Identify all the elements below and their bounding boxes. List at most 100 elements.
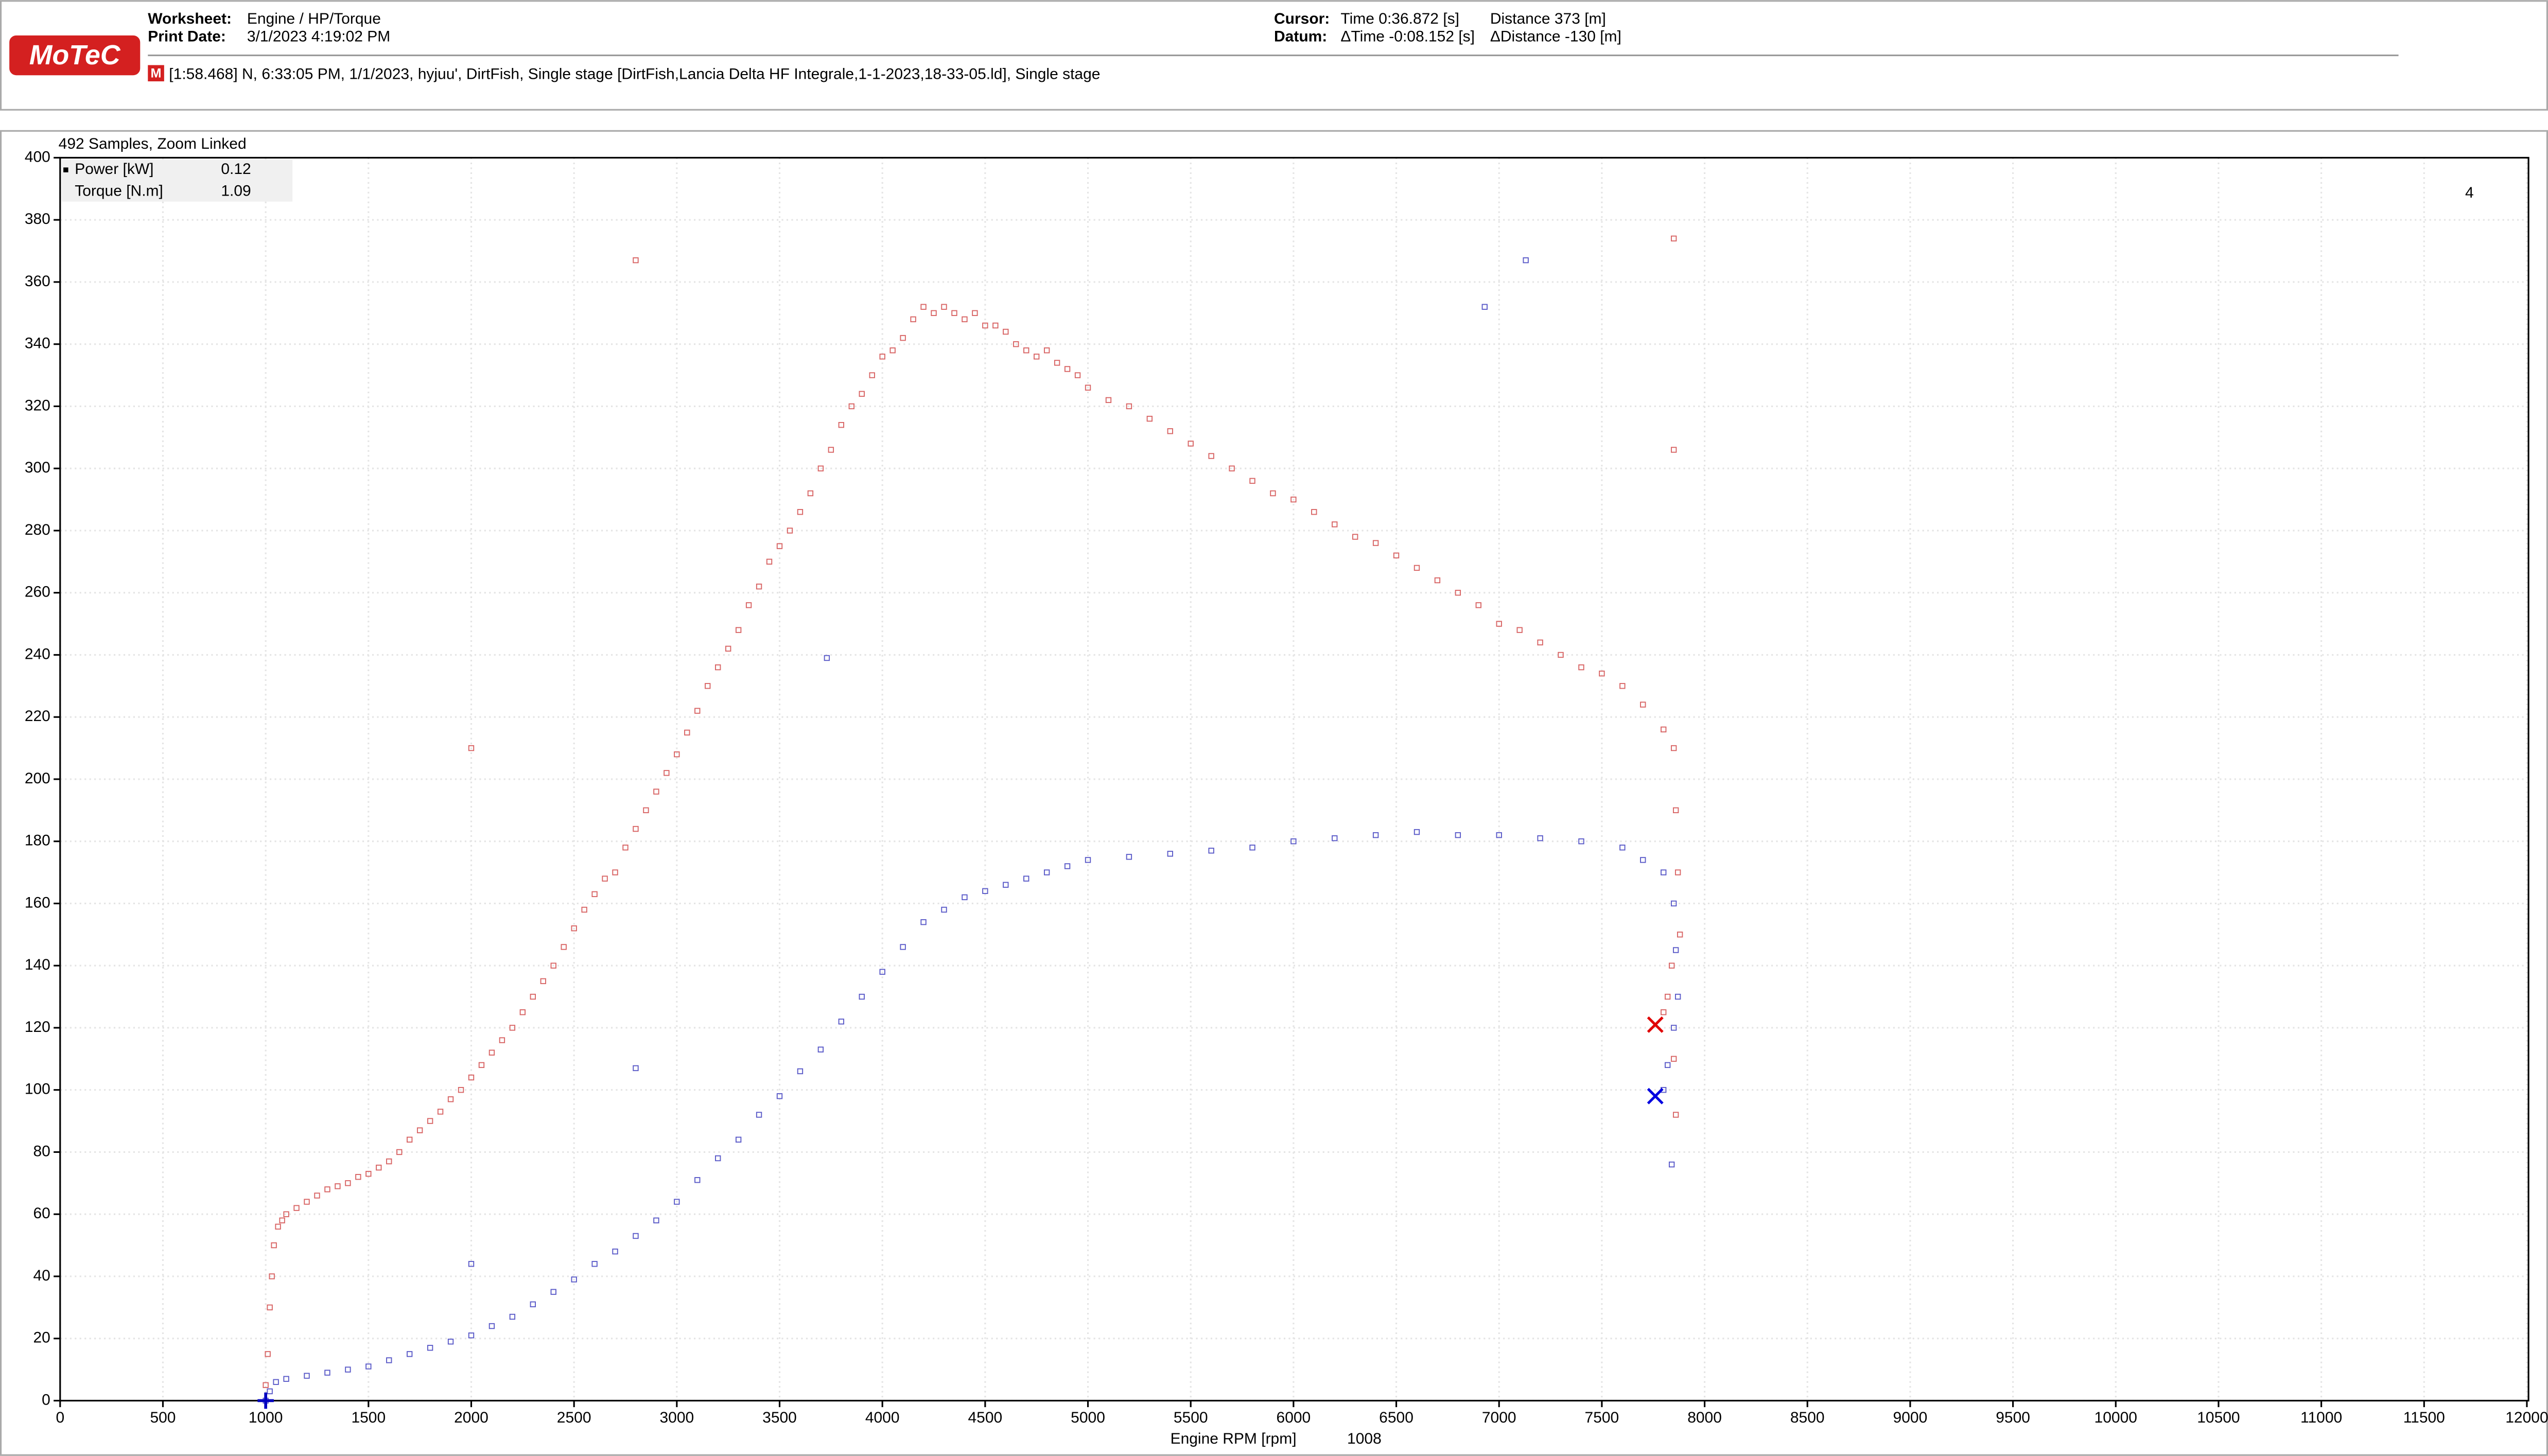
x-tick-label: 500 [150, 1409, 176, 1426]
x-tick-label: 12000 [2505, 1409, 2548, 1426]
scatter-point [1003, 882, 1009, 888]
scatter-point [766, 558, 773, 565]
scatter-point [314, 1192, 320, 1199]
print-date-label: Print Date: [148, 28, 226, 45]
scatter-point [416, 1127, 423, 1133]
scatter-point [643, 807, 649, 813]
scatter-point [1668, 962, 1675, 969]
scatter-point [530, 1301, 536, 1307]
x-tick-label: 7500 [1585, 1409, 1619, 1426]
run-icon-box [148, 65, 164, 82]
scatter-point [1455, 832, 1461, 838]
legend-value: 1.09 [221, 183, 251, 200]
scatter-point [1208, 848, 1214, 854]
scatter-point [1661, 869, 1667, 875]
scatter-point [1599, 670, 1605, 677]
x-tick-label: 9000 [1893, 1409, 1928, 1426]
scatter-point [1290, 838, 1297, 845]
scatter-point [1668, 1161, 1675, 1168]
scatter-point [1023, 347, 1029, 354]
scatter-point [612, 869, 618, 875]
legend-selector [63, 167, 68, 172]
scatter-point [1523, 257, 1529, 264]
scatter-point [756, 583, 762, 590]
scatter-point [478, 1062, 485, 1068]
scatter-point [1496, 621, 1502, 627]
y-tick-label: 340 [25, 335, 50, 352]
scatter-point [653, 1217, 659, 1223]
x-cursor-label: 1008 [1347, 1430, 1382, 1447]
scatter-point [797, 509, 804, 515]
y-tick-label: 360 [25, 273, 50, 290]
scatter-point [1167, 428, 1173, 434]
scatter-point [900, 335, 906, 341]
origin-marker [257, 1392, 274, 1409]
worksheet: Engine / HP/Torque [247, 10, 381, 27]
scatter-point [653, 788, 659, 795]
chart-panel [0, 130, 2548, 1456]
x-tick-label: 6500 [1379, 1409, 1413, 1426]
scatter-point [293, 1205, 300, 1211]
scatter-point [447, 1096, 454, 1102]
x-tick-label: 4000 [865, 1409, 900, 1426]
y-tick-label: 160 [25, 894, 50, 911]
x-tick-label: 2000 [454, 1409, 488, 1426]
scatter-point [787, 528, 793, 534]
scatter-point [304, 1373, 310, 1379]
cursor-time: Time 0:36.872 [s] [1340, 10, 1459, 27]
scatter-point [633, 1233, 639, 1239]
scatter-point [982, 322, 988, 329]
scatter-point [1640, 857, 1646, 863]
scatter-point [386, 1158, 392, 1165]
scatter-point [407, 1136, 413, 1143]
scatter-point [1672, 947, 1679, 953]
scatter-point [694, 1177, 701, 1183]
scatter-point [427, 1118, 433, 1124]
y-tick-label: 20 [33, 1329, 50, 1346]
scatter-point [1434, 577, 1441, 584]
scatter-point [1640, 701, 1646, 708]
scatter-point [1661, 1009, 1667, 1015]
scatter-point [540, 978, 546, 985]
scatter-point [992, 322, 999, 329]
legend-name: Power [kW] [75, 161, 153, 178]
scatter-point [468, 745, 475, 751]
scatter-point [1054, 360, 1060, 366]
scatter-point [910, 316, 916, 323]
run-info: [1:58.468] N, 6:33:05 PM, 1/1/2023, hyju… [169, 65, 1100, 82]
scatter-point [1670, 900, 1677, 907]
legend-value: 0.12 [221, 161, 251, 178]
scatter-point [407, 1351, 413, 1357]
x-tick-label: 3500 [762, 1409, 797, 1426]
scatter-point [1208, 453, 1214, 459]
scatter-point [1126, 854, 1132, 860]
scatter-point [386, 1357, 392, 1363]
datum-label: Datum: [1274, 28, 1327, 45]
scatter-point [1290, 496, 1297, 503]
y-tick-label: 60 [33, 1205, 50, 1222]
scatter-point [735, 627, 742, 633]
scatter-point [365, 1363, 372, 1370]
scatter-point [550, 962, 556, 969]
scatter-point [931, 310, 937, 316]
scatter-point [633, 257, 639, 264]
scatter-point [1249, 478, 1255, 484]
scatter-point [1064, 366, 1071, 372]
scatter-point [612, 1248, 618, 1255]
scatter-point [304, 1199, 310, 1205]
scatter-point [633, 1065, 639, 1072]
scatter-point [879, 969, 885, 975]
x-tick-label: 9500 [1996, 1409, 2030, 1426]
scatter-point [838, 422, 845, 428]
y-tick-label: 400 [25, 148, 50, 165]
scatter-point [267, 1388, 273, 1395]
x-tick-label: 4500 [968, 1409, 1003, 1426]
plot-frame [59, 156, 2529, 1402]
scatter-point [889, 347, 896, 354]
scatter-point [1619, 683, 1626, 689]
scatter-point [797, 1068, 804, 1075]
scatter-point [859, 391, 865, 397]
x-tick-label: 2500 [557, 1409, 591, 1426]
scatter-point [1413, 565, 1420, 571]
y-tick-label: 260 [25, 584, 50, 601]
